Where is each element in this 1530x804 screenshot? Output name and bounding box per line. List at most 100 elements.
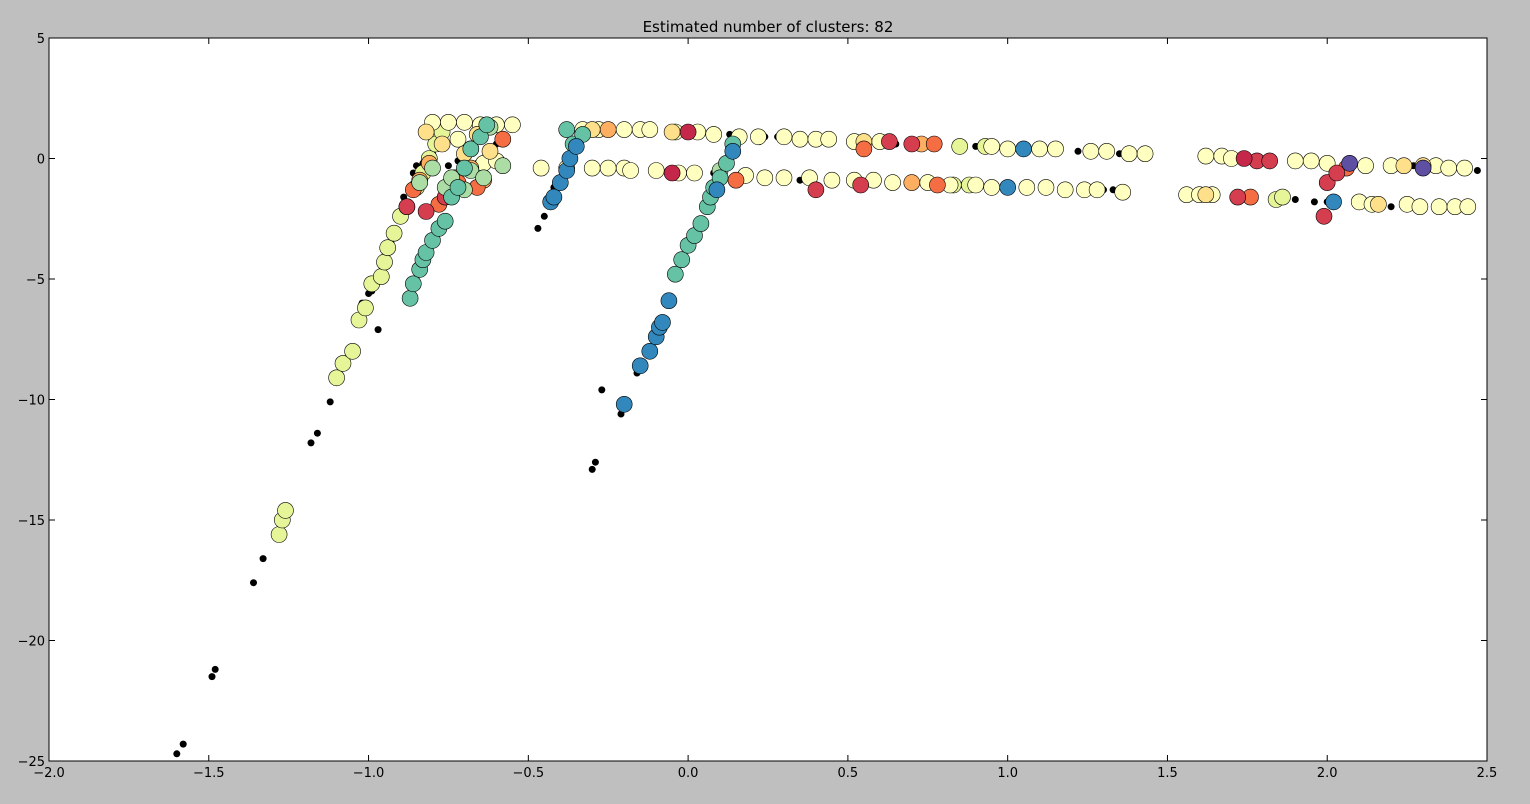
cluster-point-6-6 (903, 135, 921, 153)
cluster-point-2-54 (983, 179, 1001, 196)
x-tick-label-8: 2.0 (1317, 766, 1338, 781)
data-points (173, 114, 1481, 758)
cluster-point-1-11 (379, 239, 397, 256)
cluster-point-8-6 (475, 169, 492, 187)
noise-point-0-2 (211, 665, 219, 673)
cluster-point-2-68 (1302, 152, 1320, 170)
y-tick-label-5: 0 (37, 153, 45, 168)
noise-point-0-39 (588, 465, 596, 473)
cluster-point-5-6 (855, 140, 873, 158)
cluster-point-2-39 (823, 171, 841, 189)
y-tick-label-3: −10 (18, 394, 45, 409)
cluster-point-2-27 (599, 159, 617, 177)
cluster-point-6-0 (398, 198, 416, 215)
noise-point-0-55 (1074, 147, 1082, 155)
cluster-point-6-3 (807, 181, 825, 199)
cluster-point-6-5 (881, 133, 898, 150)
cluster-point-1-7 (357, 299, 374, 317)
cluster-point-2-1 (440, 114, 457, 131)
cluster-point-5-7 (925, 135, 943, 153)
cluster-point-2-73 (1440, 159, 1457, 177)
cluster-point-2-20 (775, 128, 793, 146)
cluster-point-10-5 (567, 138, 585, 155)
noise-point-0-14 (374, 326, 382, 334)
cluster-point-2-17 (705, 126, 723, 143)
y-tick-label-4: −5 (26, 273, 45, 288)
cluster-point-10-8 (641, 342, 659, 360)
noise-point-0-34 (534, 224, 542, 232)
x-tick-label-5: 0.5 (838, 766, 859, 781)
x-tick-label-3: −0.5 (513, 766, 545, 781)
noise-point-0-6 (307, 439, 315, 447)
cluster-point-2-53 (967, 176, 985, 194)
cluster-point-9-18 (673, 251, 691, 269)
cluster-point-6-1 (417, 203, 435, 220)
cluster-point-2-5 (504, 116, 521, 134)
y-tick-label-0: −25 (18, 755, 45, 770)
noise-point-0-3 (208, 673, 216, 681)
y-tick-label-6: 5 (37, 32, 45, 47)
cluster-point-2-70 (1357, 157, 1374, 174)
cluster-point-1-25 (1274, 188, 1291, 206)
noise-point-0-5 (259, 555, 267, 563)
noise-point-0-38 (591, 458, 599, 466)
cluster-point-2-2 (456, 114, 473, 131)
cluster-point-1-10 (376, 253, 393, 271)
cluster-point-2-6 (449, 130, 467, 148)
cluster-point-9-11 (462, 140, 480, 158)
cluster-point-3-1 (433, 135, 451, 153)
cluster-point-1-9 (372, 268, 390, 285)
cluster-point-6-9 (1261, 152, 1278, 170)
cluster-point-10-15 (1015, 140, 1032, 158)
cluster-point-2-56 (1037, 179, 1055, 196)
cluster-point-1-5 (344, 342, 361, 360)
x-tick-label-1: −1.5 (193, 766, 225, 781)
noise-point-0-0 (173, 750, 181, 758)
cluster-point-7-2 (1235, 150, 1253, 167)
cluster-point-9-10 (456, 159, 473, 177)
y-tick-label-1: −20 (18, 635, 45, 650)
cluster-point-2-80 (1459, 198, 1477, 215)
cluster-point-1-0 (270, 526, 288, 543)
cluster-point-2-47 (1031, 140, 1048, 158)
cluster-point-4-7 (903, 174, 921, 191)
x-tick-label-0: −2.0 (33, 766, 65, 781)
cluster-point-11-1 (1414, 159, 1432, 177)
cluster-point-2-77 (1411, 198, 1429, 215)
x-tick-label-4: 0.0 (678, 766, 699, 781)
cluster-point-10-1 (545, 188, 563, 206)
cluster-point-10-17 (1325, 193, 1342, 211)
cluster-point-2-64 (1197, 147, 1215, 165)
cluster-point-9-14 (558, 121, 576, 138)
noise-point-0-40 (598, 386, 606, 394)
x-tick-label-6: 1.0 (997, 766, 1018, 781)
cluster-point-11-0 (1341, 155, 1358, 172)
axis-ticks: −2.0 −1.5 −1.0 −0.5 0.0 0.5 1.0 1.5 2.0 2.5 −25 −20… (18, 32, 1498, 781)
cluster-point-2-45 (983, 138, 1001, 155)
noise-point-0-25 (444, 162, 452, 170)
x-tick-label-2: −1.0 (353, 766, 385, 781)
cluster-point-2-24 (532, 159, 550, 177)
cluster-point-1-3 (328, 369, 345, 387)
cluster-point-10-6 (615, 395, 633, 413)
cluster-point-2-23 (820, 130, 838, 148)
cluster-point-8-1 (424, 159, 441, 177)
cluster-point-8-8 (494, 157, 512, 174)
cluster-point-2-59 (1088, 181, 1106, 199)
y-tick-label-2: −15 (18, 514, 45, 529)
cluster-point-9-9 (449, 179, 467, 196)
cluster-point-10-13 (708, 181, 726, 199)
cluster-point-9-1 (404, 275, 422, 293)
cluster-point-2-34 (756, 169, 774, 187)
cluster-point-9-13 (478, 116, 496, 134)
cluster-point-2-60 (1114, 183, 1131, 201)
cluster-point-10-12 (660, 292, 678, 310)
cluster-point-10-14 (724, 143, 742, 160)
cluster-point-2-57 (1056, 181, 1074, 199)
cluster-point-2-30 (647, 162, 665, 179)
cluster-point-2-49 (1082, 143, 1100, 160)
cluster-point-8-0 (411, 174, 429, 191)
cluster-point-10-11 (654, 314, 671, 331)
cluster-point-1-2 (277, 502, 294, 519)
